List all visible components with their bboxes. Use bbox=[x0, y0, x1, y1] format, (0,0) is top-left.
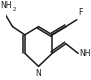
Text: 2: 2 bbox=[13, 7, 16, 12]
Text: NH: NH bbox=[79, 49, 90, 58]
Text: NH: NH bbox=[0, 1, 11, 10]
Text: N: N bbox=[36, 69, 41, 78]
Text: F: F bbox=[78, 8, 83, 17]
